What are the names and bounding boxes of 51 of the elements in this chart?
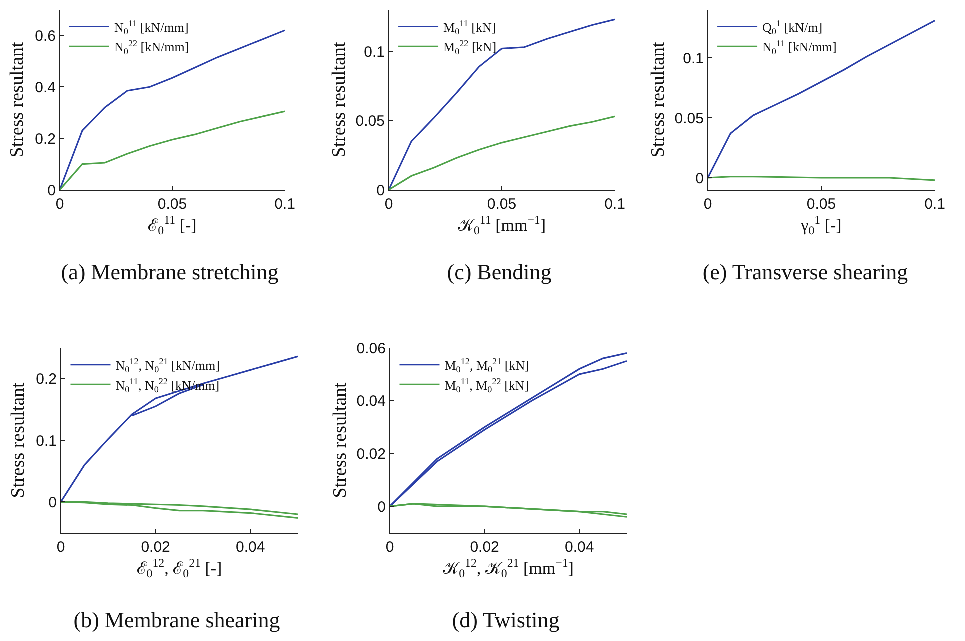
legend-label: Q$_{0}$$^{1}$ [kN/m] [762, 18, 823, 37]
legend-label: N$_{0}$$^{12}$, N$_{0}$$^{21}$ [kN/mm] [116, 356, 220, 375]
y-tick-label: 0.02 [356, 446, 386, 463]
y-tick-label: 0 [376, 182, 385, 200]
y-tick-label: 0.6 [35, 28, 56, 45]
y-tick-label: 0 [696, 170, 704, 188]
x-tick-label: 0.05 [806, 196, 836, 213]
x-tick-label: 0.02 [470, 539, 500, 556]
y-tick-label: 0.05 [356, 113, 385, 130]
text: (a) Membrane stretching [61, 260, 279, 285]
text: (c) Bending [447, 260, 552, 285]
y-tick-label: 0 [48, 494, 57, 512]
legend-label: N$_{0}$$^{11}$ [kN/mm] [762, 38, 837, 56]
legend-label: M$_{0}$$^{11}$ [kN] [444, 18, 496, 37]
x-axis-title: ℰ$_{0}$$^{12}$, ℰ$_{0}$$^{21}$ [-] [136, 556, 222, 581]
y-tick-label: 0.06 [356, 340, 386, 358]
y-tick-label: 0.1 [364, 44, 385, 61]
x-tick-label: 0.04 [565, 539, 594, 556]
y-tick-label: 0.2 [35, 130, 56, 148]
y-tick-label: 0.1 [683, 50, 704, 68]
legend-label: M$_{0}$$^{11}$, M$_{0}$$^{22}$ [kN] [444, 376, 530, 394]
y-tick-label: 0 [48, 182, 56, 200]
legend-label: M$_{0}$$^{12}$, M$_{0}$$^{21}$ [kN] [444, 356, 530, 375]
text: (b) Membrane shearing [74, 608, 280, 633]
text: (d) Twisting [452, 608, 560, 633]
y-axis-title: Stress resultant [330, 382, 351, 498]
x-tick-label: 0.04 [236, 539, 266, 556]
y-axis-title: Stress resultant [329, 42, 350, 158]
x-axis-title: 𝒦$_{0}$$^{11}$ [mm$^{−1}$] [458, 213, 546, 238]
y-axis-title: Stress resultant [8, 382, 29, 498]
x-tick-label: 0.05 [487, 196, 517, 213]
y-tick-label: 0 [378, 498, 386, 516]
x-tick-label: 0.1 [274, 196, 296, 213]
x-tick-label: 0.1 [604, 196, 626, 213]
y-axis-title: Stress resultant [648, 42, 669, 158]
y-tick-label: 0.2 [36, 371, 57, 388]
y-tick-label: 0.1 [36, 432, 57, 450]
y-tick-label: 0.04 [356, 393, 386, 410]
x-tick-label: 0.02 [141, 539, 170, 556]
x-tick-label: 0.05 [158, 196, 188, 213]
legend-label: N$_{0}$$^{11}$ [kN/mm] [114, 18, 189, 37]
x-axis-title: ℰ$_{0}$$^{11}$ [-] [148, 213, 197, 238]
legend-label: N$_{0}$$^{22}$ [kN/mm] [114, 38, 190, 56]
y-axis-title: Stress resultant [6, 42, 28, 158]
y-tick-label: 0.05 [674, 110, 704, 128]
x-tick-label: 0.1 [924, 196, 946, 213]
y-tick-label: 0.4 [35, 79, 56, 96]
text: 𝒦$_{0}$$^{12}$, 𝒦$_{0}$$^{21}$ [mm$^{−1}$] [443, 556, 574, 581]
x-axis-title: γ$_{0}$$^{1}$ [-] [800, 213, 842, 238]
legend-label: M$_{0}$$^{22}$ [kN] [444, 38, 497, 56]
text: (e) Transverse shearing [702, 260, 908, 285]
